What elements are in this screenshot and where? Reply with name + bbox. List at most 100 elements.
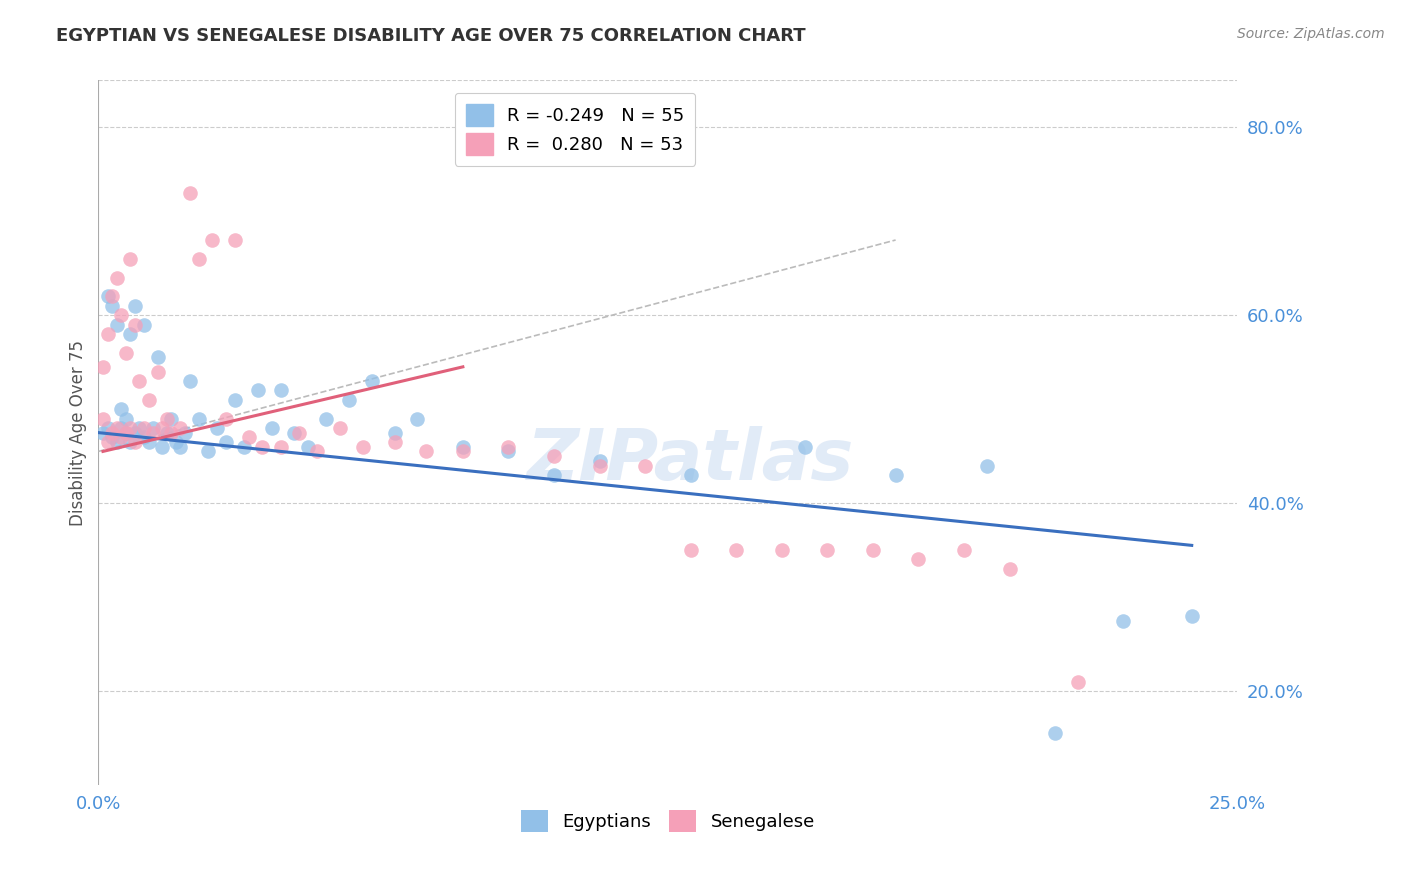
Point [174,425,197,440]
Point [110,421,132,435]
Point [142,421,165,435]
Point [329,421,352,435]
Point [101,425,124,440]
Point [270,384,292,398]
Point [238,430,260,444]
Text: Source: ZipAtlas.com: Source: ZipAtlas.com [1237,27,1385,41]
Point [384,435,406,450]
Point [384,425,406,440]
Point [976,458,998,473]
Point [138,435,160,450]
Point [124,318,146,332]
Point [288,425,311,440]
Point [110,402,132,417]
Point [114,425,136,440]
Point [96,435,118,450]
Point [588,454,610,468]
Point [96,421,118,435]
Point [96,289,118,303]
Point [124,425,146,440]
Point [197,444,219,458]
Point [156,425,179,440]
Point [1112,614,1135,628]
Point [120,421,142,435]
Point [101,289,124,303]
Point [114,411,136,425]
Point [179,186,201,200]
Point [260,421,283,435]
Point [187,411,209,425]
Point [998,562,1021,576]
Point [101,299,124,313]
Point [101,430,124,444]
Point [884,467,907,482]
Point [124,299,146,313]
Point [201,233,224,247]
Point [725,543,748,558]
Point [1181,608,1204,623]
Point [132,318,155,332]
Point [165,435,187,450]
Point [179,374,201,388]
Point [120,252,142,266]
Point [110,430,132,444]
Point [105,421,128,435]
Point [160,425,183,440]
Point [105,318,128,332]
Point [498,440,520,454]
Point [588,458,610,473]
Legend: Egyptians, Senegalese: Egyptians, Senegalese [513,803,823,839]
Point [160,411,183,425]
Point [770,543,793,558]
Point [150,421,173,435]
Point [205,421,228,435]
Point [1067,674,1090,689]
Point [105,270,128,285]
Point [360,374,382,388]
Point [233,440,256,454]
Point [146,365,169,379]
Point [270,440,292,454]
Y-axis label: Disability Age Over 75: Disability Age Over 75 [69,340,87,525]
Point [224,233,246,247]
Point [1043,726,1066,740]
Point [679,543,702,558]
Point [128,421,150,435]
Point [252,440,274,454]
Point [169,440,191,454]
Point [679,467,702,482]
Point [307,444,329,458]
Point [315,411,337,425]
Point [415,444,437,458]
Point [907,552,929,566]
Point [156,411,179,425]
Point [224,392,246,407]
Point [337,392,360,407]
Point [953,543,976,558]
Point [793,440,815,454]
Point [246,384,269,398]
Point [120,435,142,450]
Point [215,435,238,450]
Point [862,543,884,558]
Point [187,252,209,266]
Point [96,326,118,341]
Point [91,411,114,425]
Point [150,440,173,454]
Point [124,435,146,450]
Point [215,411,238,425]
Point [543,467,565,482]
Point [815,543,838,558]
Point [543,449,565,463]
Point [128,374,150,388]
Point [297,440,319,454]
Point [132,430,155,444]
Point [110,308,132,322]
Point [146,351,169,365]
Point [406,411,429,425]
Point [451,444,474,458]
Point [132,421,155,435]
Point [169,421,191,435]
Point [105,435,128,450]
Point [91,425,114,440]
